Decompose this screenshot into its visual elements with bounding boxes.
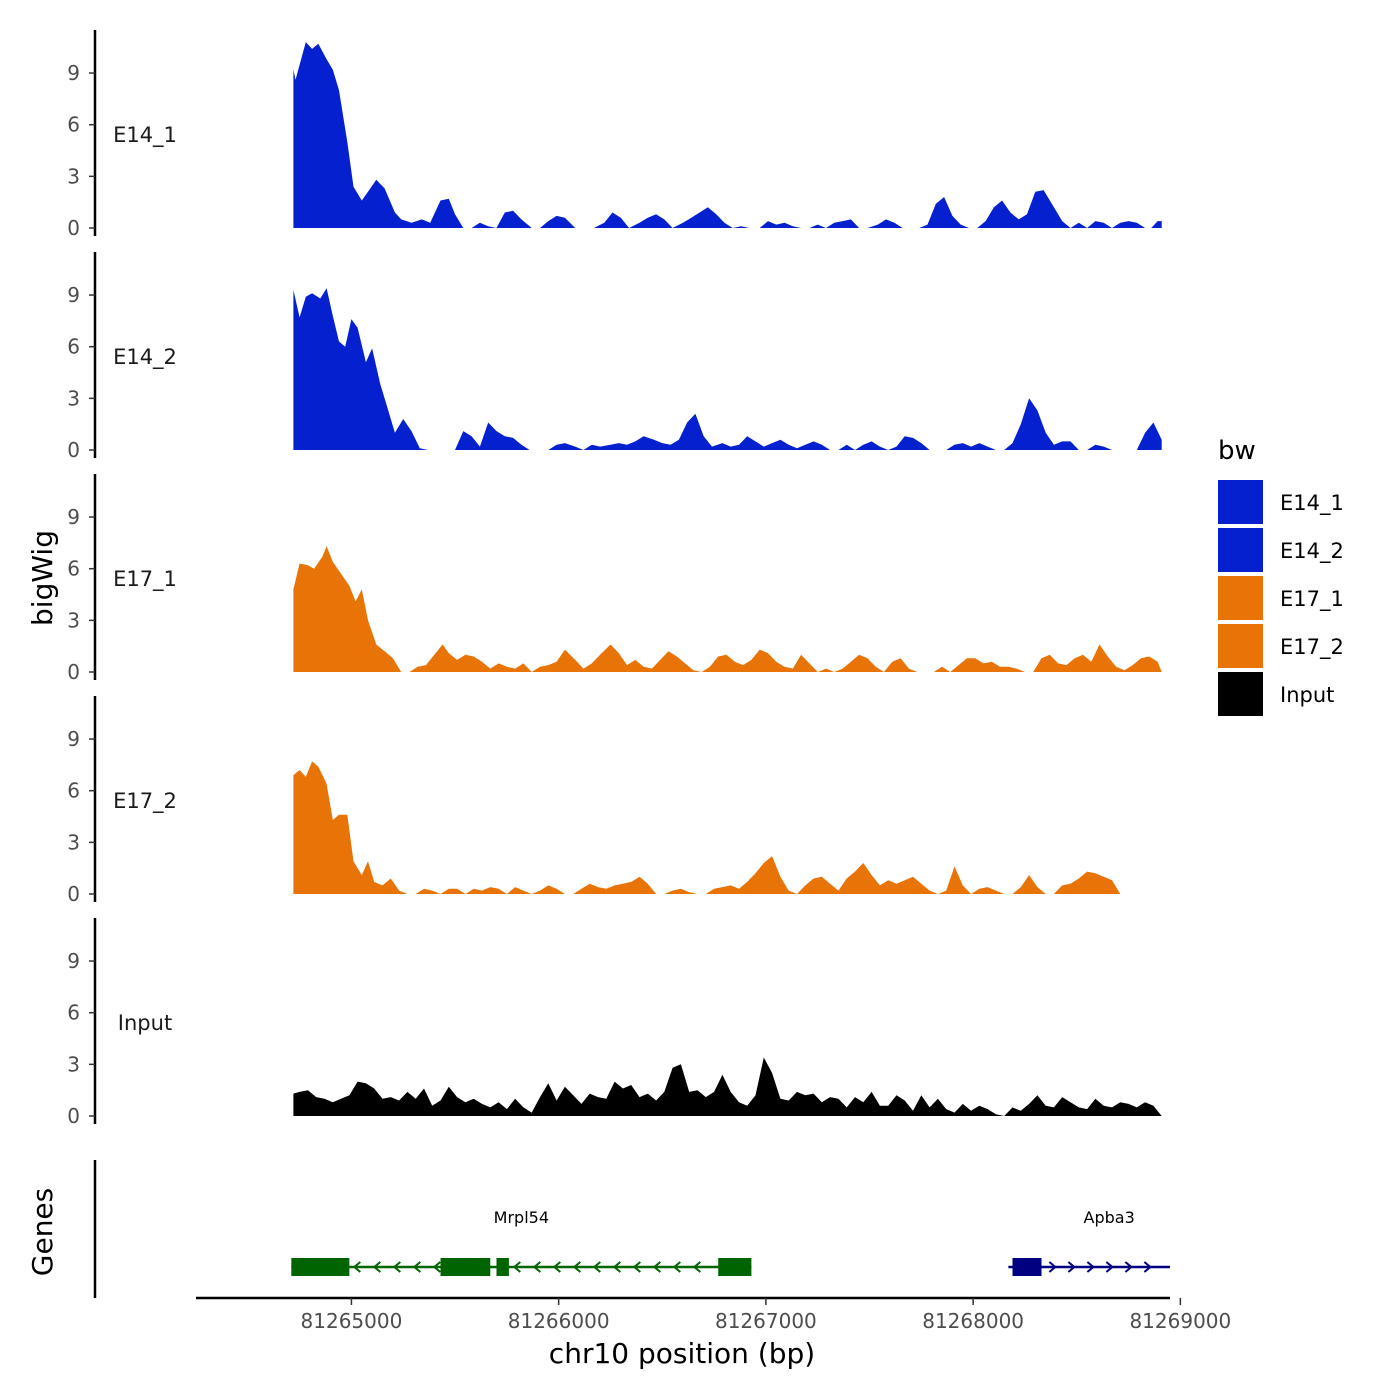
y-tick-label: 0 <box>67 882 80 906</box>
strand-arrow <box>1086 1261 1095 1273</box>
strand-arrow <box>372 1261 381 1273</box>
strand-arrow <box>652 1261 661 1273</box>
track-E17_2: 0 3 6 9 E17_2 <box>67 696 1162 906</box>
track-label: E14_2 <box>113 345 177 370</box>
strand-arrow <box>532 1261 541 1273</box>
legend-label: E17_2 <box>1280 635 1344 660</box>
y-tick-label: 9 <box>67 505 80 529</box>
track-E14_2: 0 3 6 9 E14_2 <box>67 252 1162 462</box>
y-tick-label: 9 <box>67 949 80 973</box>
x-tick-label: 81265000 <box>301 1309 403 1333</box>
legend-key <box>1218 624 1263 668</box>
track-label: Input <box>118 1011 172 1035</box>
track-E17_1: 0 3 6 9 E17_1 <box>67 474 1162 684</box>
y-tick-label: 0 <box>67 660 80 684</box>
legend-key <box>1218 672 1263 716</box>
strand-arrow <box>1105 1261 1114 1273</box>
x-tick-label: 81267000 <box>715 1309 817 1333</box>
x-tick-label: 81266000 <box>508 1309 610 1333</box>
y-tick-label: 3 <box>67 608 80 632</box>
strand-arrow <box>432 1261 441 1273</box>
gene-Mrpl54: Mrpl54 <box>291 1208 752 1276</box>
strand-arrow <box>692 1261 701 1273</box>
y-tick-label: 3 <box>67 386 80 410</box>
tracks-group: 0 3 6 9 E14_1 0 3 6 9 E14_2 0 3 6 9 E17_1 0 3 6 9 E17_2 0 3 6 9… <box>67 30 1162 1128</box>
exon <box>291 1258 350 1276</box>
track-label: E17_2 <box>113 789 177 814</box>
track-label: E17_1 <box>113 567 177 592</box>
y-tick-label: 3 <box>67 1052 80 1076</box>
legend: bw E14_1 E14_2 E17_1 E17_2 Input <box>1218 436 1344 716</box>
y-tick-label: 6 <box>67 557 80 581</box>
y-axis-title: bigWig <box>26 530 59 626</box>
y-tick-label: 6 <box>67 779 80 803</box>
x-axis: 81265000 81266000 81267000 81268000 81269000 <box>196 1296 1231 1333</box>
legend-label: E14_2 <box>1280 539 1344 564</box>
strand-arrow <box>512 1261 521 1273</box>
area-Input <box>293 1057 1162 1116</box>
y-tick-label: 9 <box>67 727 80 751</box>
legend-key <box>1218 480 1263 524</box>
exon <box>496 1258 509 1276</box>
legend-label: Input <box>1280 683 1334 707</box>
strand-arrow <box>412 1261 421 1273</box>
y-tick-label: 9 <box>67 283 80 307</box>
x-tick-label: 81269000 <box>1129 1309 1231 1333</box>
gene-label: Mrpl54 <box>494 1208 549 1227</box>
legend-label: E17_1 <box>1280 587 1344 612</box>
area-E14_1 <box>293 42 1162 228</box>
strand-arrow <box>1048 1261 1057 1273</box>
y-tick-label: 6 <box>67 1001 80 1025</box>
genes-axis-title: Genes <box>26 1188 59 1276</box>
strand-arrow <box>1143 1261 1152 1273</box>
area-E17_1 <box>293 546 1162 672</box>
strand-arrow <box>592 1261 601 1273</box>
strand-arrow <box>672 1261 681 1273</box>
legend-key <box>1218 576 1263 620</box>
strand-arrow <box>612 1261 621 1273</box>
gene-track: Mrpl54 Apba3 <box>93 1160 1170 1298</box>
y-tick-label: 9 <box>67 61 80 85</box>
strand-arrow <box>552 1261 561 1273</box>
x-axis-title: chr10 position (bp) <box>549 1337 815 1370</box>
gene-label: Apba3 <box>1084 1208 1135 1227</box>
y-tick-label: 6 <box>67 113 80 137</box>
y-tick-label: 3 <box>67 164 80 188</box>
area-E14_2 <box>293 288 1162 450</box>
track-label: E14_1 <box>113 123 177 148</box>
legend-title: bw <box>1218 436 1256 466</box>
gene-Apba3: Apba3 <box>1008 1208 1170 1276</box>
strand-arrow <box>392 1261 401 1273</box>
strand-arrow <box>632 1261 641 1273</box>
area-E17_2 <box>293 761 1162 894</box>
legend-key <box>1218 528 1263 572</box>
legend-label: E14_1 <box>1280 491 1344 516</box>
x-tick-label: 81268000 <box>922 1309 1024 1333</box>
y-tick-label: 6 <box>67 335 80 359</box>
strand-arrow <box>1124 1261 1133 1273</box>
exon <box>440 1258 491 1276</box>
exon <box>718 1258 752 1276</box>
y-tick-label: 0 <box>67 1104 80 1128</box>
track-E14_1: 0 3 6 9 E14_1 <box>67 30 1162 240</box>
y-tick-label: 0 <box>67 438 80 462</box>
track-Input: 0 3 6 9 Input <box>67 918 1162 1128</box>
y-tick-label: 0 <box>67 216 80 240</box>
exon <box>1012 1258 1042 1276</box>
strand-arrow <box>352 1261 361 1273</box>
strand-arrow <box>1067 1261 1076 1273</box>
y-tick-label: 3 <box>67 830 80 854</box>
strand-arrow <box>572 1261 581 1273</box>
